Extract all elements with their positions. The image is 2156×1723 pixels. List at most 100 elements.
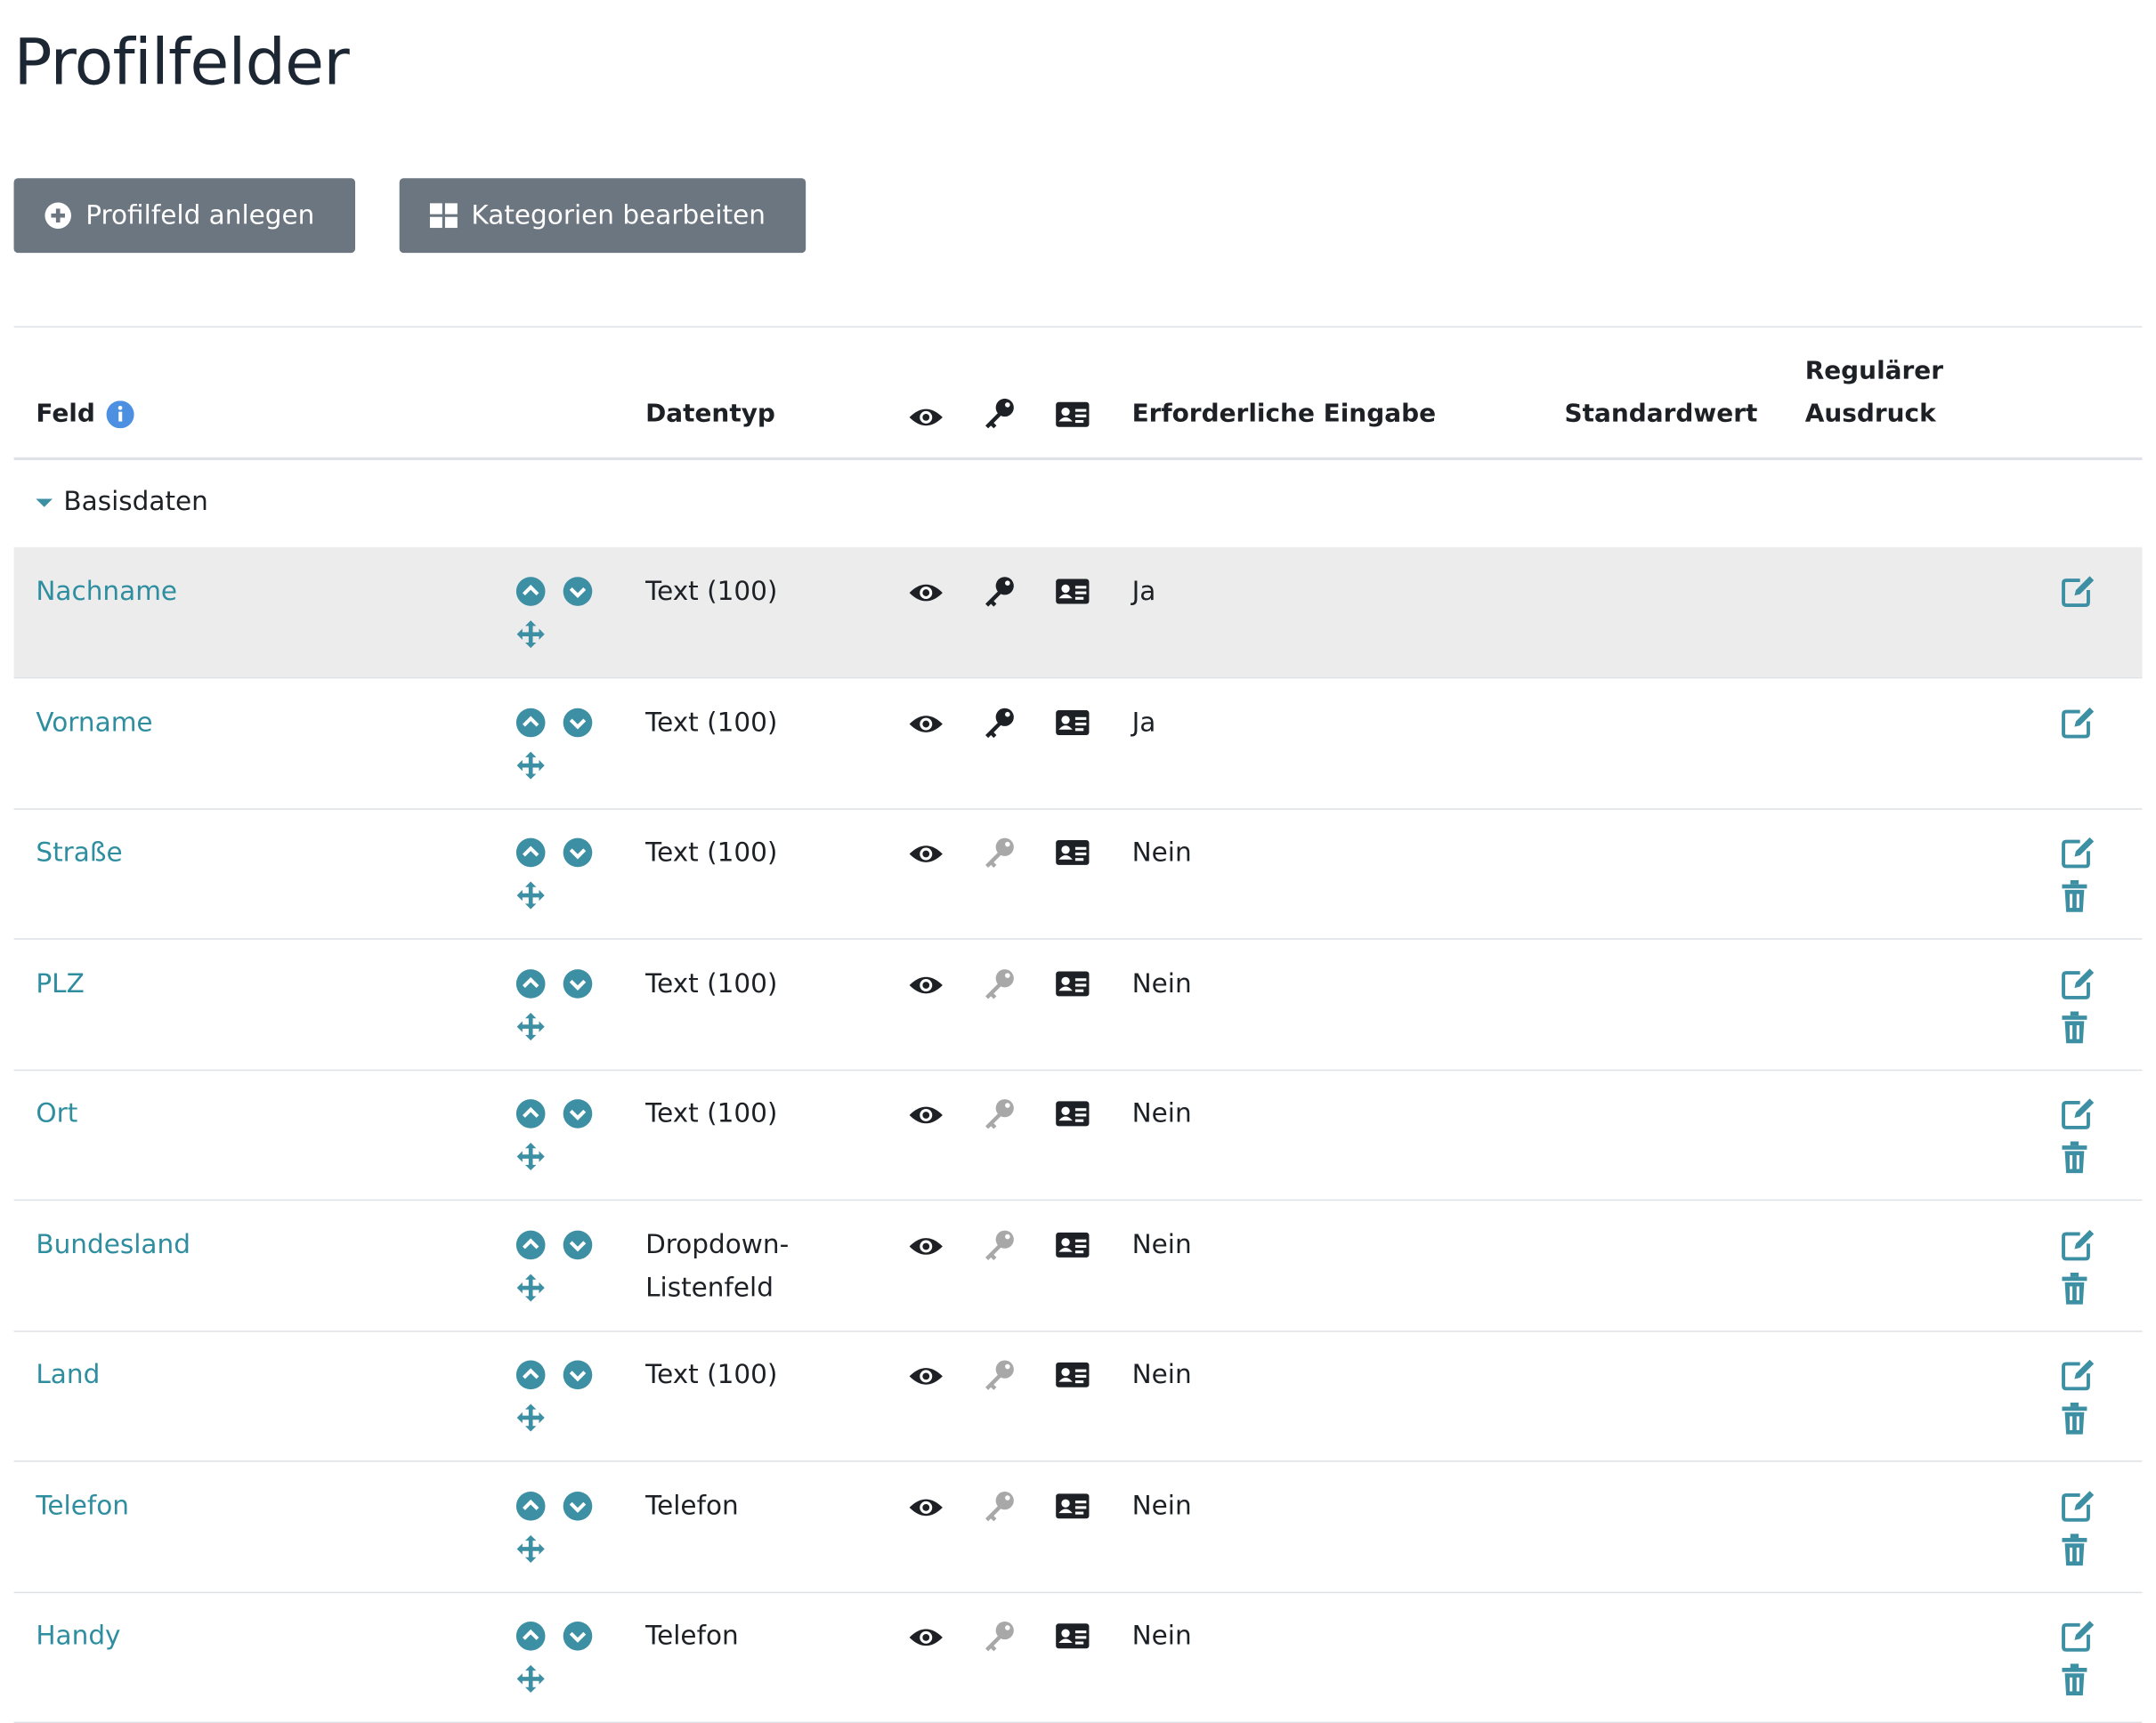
drag-handle[interactable] [515,1533,546,1569]
edit-button[interactable] [2061,706,2096,744]
move-down[interactable] [563,1229,593,1265]
button-text[interactable]: Profilfeld anlegen [85,200,315,231]
icon [983,706,1016,744]
delete-button[interactable] [2061,1402,2088,1441]
divider [13,676,2143,679]
delete-button[interactable] [2061,1663,2088,1702]
move-up[interactable] [515,1229,546,1265]
datatype-text: Text (100) [645,837,778,869]
edit-button[interactable] [2061,1358,2096,1396]
datatype-text: Telefon [645,1490,739,1521]
move-down[interactable] [563,707,593,742]
field-link[interactable]: Ort [36,1093,77,1136]
move-up[interactable] [515,968,546,1004]
drag-handle[interactable] [515,1011,546,1047]
icon [983,1620,1016,1658]
page-title-text: Profilfelder [13,24,350,100]
move-up[interactable] [515,1621,546,1656]
move-down[interactable] [563,1490,593,1525]
move-down[interactable] [563,837,593,873]
field-link[interactable]: Nachname [36,570,177,613]
drag-handle[interactable] [515,1663,546,1699]
icon [908,1363,944,1394]
edit-button[interactable] [2061,836,2096,874]
required: Nein [1132,962,1192,1005]
datatype-text: Text (100) [645,1359,778,1390]
group-toggle[interactable]: Basisdaten [36,481,208,523]
field-link[interactable]: PLZ [36,962,84,1005]
field-link-text[interactable]: Land [36,1359,101,1390]
field-link[interactable]: Vorname [36,701,152,744]
icon [983,1489,1016,1527]
field-link-text[interactable]: Ort [36,1098,78,1129]
button-text[interactable]: Kategorien bearbeiten [471,200,766,231]
field-link-text[interactable]: Handy [36,1621,121,1652]
drag-handle[interactable] [515,880,546,916]
move-down[interactable] [563,968,593,1004]
field-link-text[interactable]: Vorname [36,707,153,738]
field-link-text[interactable]: Nachname [36,576,178,607]
icon [983,1358,1016,1396]
drag-handle[interactable] [515,1141,546,1177]
delete-button[interactable] [2061,1010,2088,1049]
field-link-text[interactable]: Telefon [36,1490,129,1521]
icon [1055,1361,1090,1394]
drag-handle[interactable] [515,619,546,655]
move-up[interactable] [515,1098,546,1134]
field-link-text[interactable]: Straße [36,837,123,869]
edit-button[interactable] [2061,575,2096,613]
move-up[interactable] [515,837,546,873]
icon [908,1234,944,1264]
button[interactable]: Kategorien bearbeiten [399,178,806,254]
edit-button[interactable] [2061,1489,2096,1527]
move-up[interactable] [515,707,546,742]
divider [13,938,2143,940]
delete-button[interactable] [2061,1533,2088,1572]
icon [908,711,944,741]
edit-button[interactable] [2061,1620,2096,1658]
field-link[interactable]: Straße [36,832,122,875]
drag-handle[interactable] [515,1272,546,1307]
group-toggle-text[interactable]: Basisdaten [63,486,208,517]
field-link[interactable]: Telefon [36,1484,129,1527]
datatype-text: Text (100) [645,967,778,999]
edit-button[interactable] [2061,1097,2096,1136]
field-link[interactable]: Bundesland [36,1224,190,1266]
datatype: Telefon [645,1615,825,1658]
required: Nein [1132,1093,1192,1136]
divider [13,326,2143,328]
icon [1055,400,1090,442]
field-link[interactable]: Land [36,1355,100,1397]
drag-handle[interactable] [515,749,546,785]
icon [1055,969,1090,1002]
field-link[interactable]: Handy [36,1615,120,1658]
datatype: Text (100) [645,832,825,875]
move-up[interactable] [515,1360,546,1395]
move-down[interactable] [563,1098,593,1134]
move-up[interactable] [515,576,546,611]
required-text: Nein [1131,967,1192,999]
field-link-text[interactable]: Bundesland [36,1229,190,1260]
required: Nein [1132,1484,1192,1527]
delete-button[interactable] [2061,1141,2088,1179]
delete-button[interactable] [2061,880,2088,918]
button[interactable]: Profilfeld anlegen [13,178,356,254]
required: Ja [1132,570,1156,613]
icon [983,967,1016,1005]
move-down[interactable] [563,1621,593,1656]
field-link-text[interactable]: PLZ [36,967,85,999]
edit-button[interactable] [2061,967,2096,1005]
drag-handle[interactable] [515,1403,546,1438]
required-text: Nein [1131,1098,1192,1129]
move-down[interactable] [563,1360,593,1395]
icon [908,400,944,443]
icon [908,580,944,611]
delete-button[interactable] [2061,1272,2088,1310]
divider [13,807,2143,810]
required-text: Ja [1131,707,1156,738]
datatype-text: Dropdown-Listenfeld [645,1229,790,1303]
edit-button[interactable] [2061,1227,2096,1266]
move-down[interactable] [563,576,593,611]
move-up[interactable] [515,1490,546,1525]
